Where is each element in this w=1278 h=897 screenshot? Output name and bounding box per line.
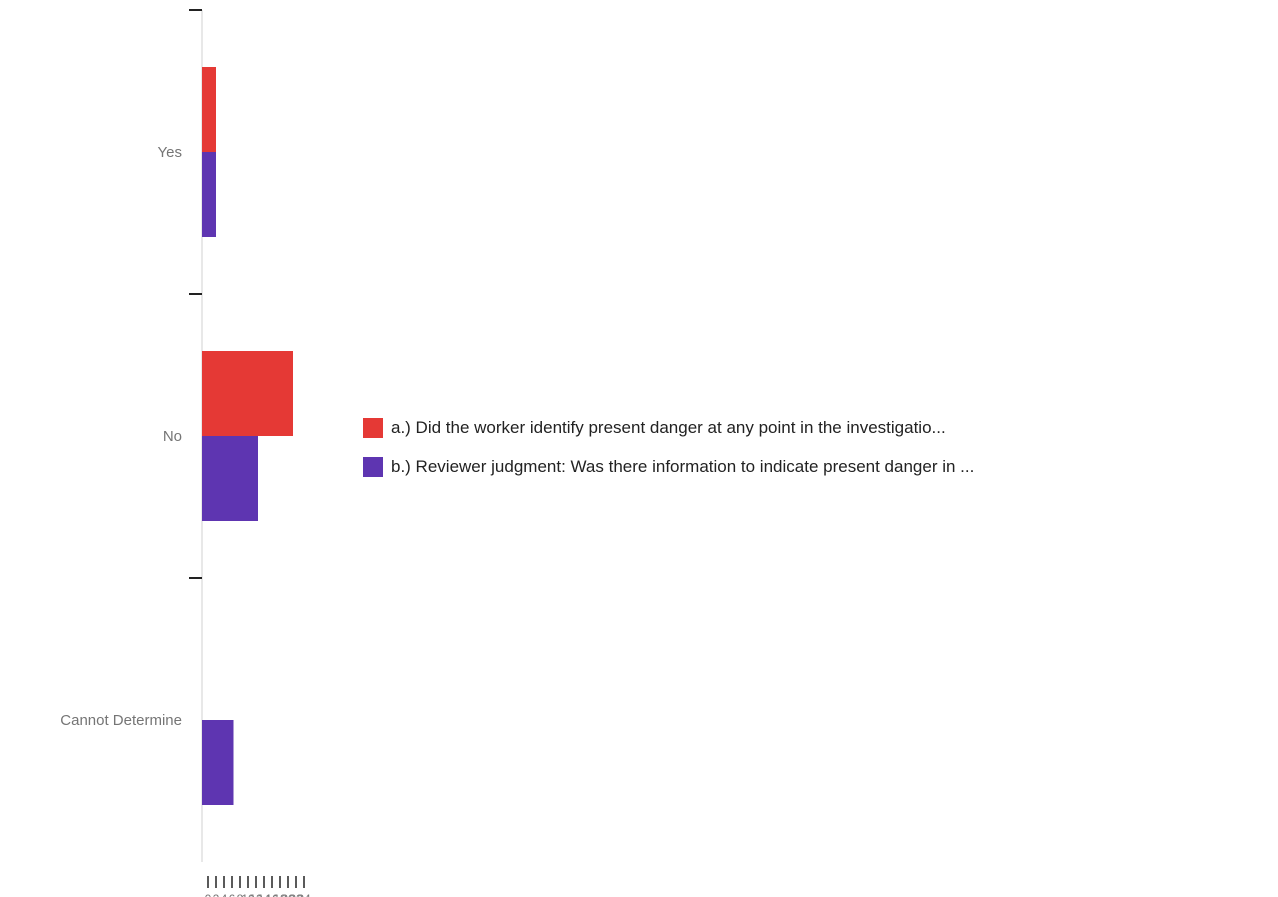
legend-label: b.) Reviewer judgment: Was there informa… xyxy=(391,456,975,476)
chart-bars xyxy=(202,67,293,805)
x-tick-label: 22 xyxy=(289,892,303,897)
x-tick-label: 0 xyxy=(205,892,212,897)
bar-b-no xyxy=(202,436,258,521)
legend-item-a[interactable]: a.) Did the worker identify present dang… xyxy=(363,414,1273,441)
x-tick-label: 12 xyxy=(249,892,263,897)
x-tick-label: 4 xyxy=(221,892,228,897)
legend-swatch xyxy=(363,456,383,477)
chart-axes xyxy=(189,9,203,862)
x-axis-ticks: 024681012141618202224 xyxy=(205,876,311,897)
category-label: Yes xyxy=(158,144,182,161)
bar-a-no xyxy=(202,351,293,436)
legend-swatch xyxy=(363,417,383,438)
x-tick-label: 24 xyxy=(297,892,311,897)
x-tick-label: 10 xyxy=(241,892,255,897)
bar-b-cannot-determine xyxy=(202,720,234,805)
legend-item-b[interactable]: b.) Reviewer judgment: Was there informa… xyxy=(363,453,1273,480)
chart-legend: a.) Did the worker identify present dang… xyxy=(363,414,1273,492)
x-tick-label: 20 xyxy=(281,892,295,897)
bar-b-yes xyxy=(202,152,216,237)
bar-a-yes xyxy=(202,67,216,152)
legend-label: a.) Did the worker identify present dang… xyxy=(391,417,946,437)
x-tick-label: 8 xyxy=(237,892,244,897)
x-tick-label: 18 xyxy=(273,892,287,897)
x-tick-label: 2 xyxy=(213,892,220,897)
category-label: No xyxy=(163,428,182,445)
x-tick-label: 16 xyxy=(265,892,279,897)
x-tick-label: 14 xyxy=(257,892,271,897)
category-labels: Yes No Cannot Determine xyxy=(60,144,182,729)
category-label: Cannot Determine xyxy=(60,712,182,729)
x-tick-label: 6 xyxy=(229,892,236,897)
